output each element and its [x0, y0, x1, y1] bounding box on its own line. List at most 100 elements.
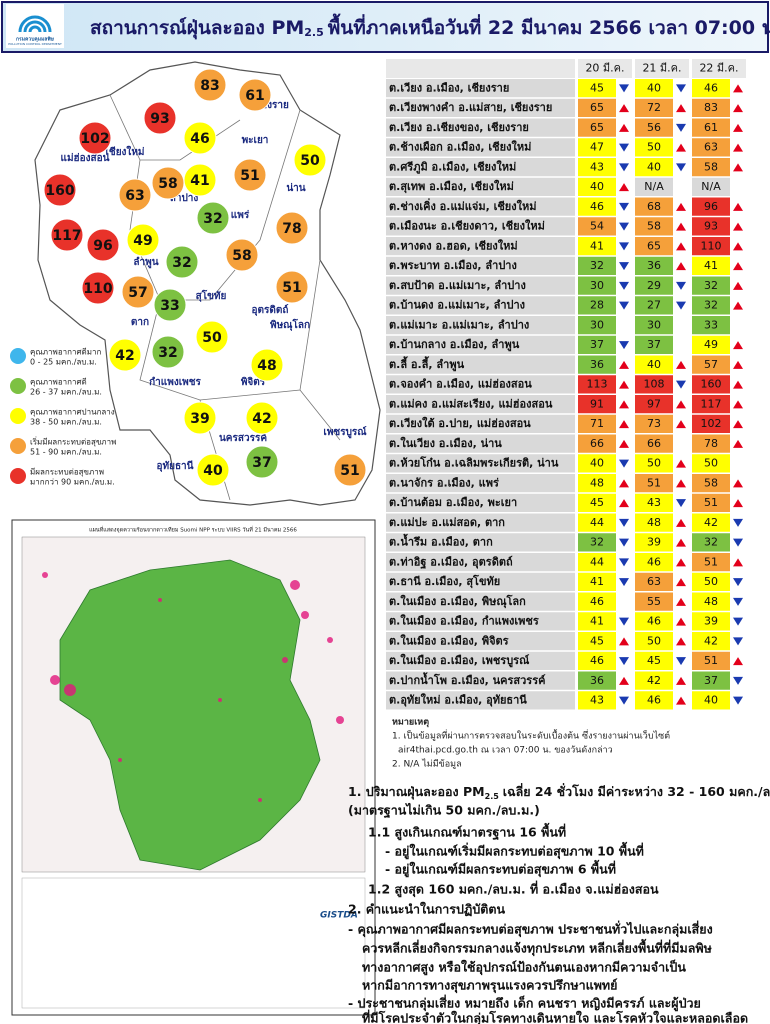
trend-up	[676, 637, 686, 646]
value-cell	[635, 118, 673, 137]
column-header-bg	[578, 59, 632, 78]
table-header-bg	[386, 59, 575, 78]
station-name: ต.ในเวียง อ.เมือง, น่าน	[389, 436, 502, 450]
trend-up	[676, 104, 686, 113]
value-cell	[635, 335, 673, 354]
trend-up	[733, 104, 743, 113]
aqi-value: 48	[257, 358, 276, 374]
value-text: 51	[704, 555, 718, 568]
summary-part: เฉลี่ย 24 ชั่วโมง มีค่าระหว่าง 32 - 160 …	[503, 783, 770, 799]
value-cell	[635, 158, 673, 177]
legend-range: มากกว่า 90 มคก./ลบ.ม.	[30, 478, 115, 487]
trend-up	[733, 657, 743, 666]
value-text: 46	[590, 654, 604, 667]
aqi-bubble	[193, 68, 227, 102]
value-cell	[692, 276, 730, 295]
province-label: แม่ฮ่องสอน	[61, 152, 110, 164]
aqi-bubble	[183, 121, 217, 155]
value-text: 40	[647, 81, 661, 94]
station-cell	[386, 671, 575, 690]
aqi-value: 42	[252, 411, 271, 427]
trend-down	[676, 123, 686, 132]
trend-up	[676, 578, 686, 587]
value-cell	[692, 513, 730, 532]
trend-up	[733, 360, 743, 369]
value-text: 42	[704, 516, 718, 529]
value-cell	[578, 296, 616, 315]
value-text: 83	[704, 101, 718, 114]
trend-up	[676, 262, 686, 271]
province-label: แพร่	[231, 209, 250, 221]
value-text: 36	[590, 358, 604, 371]
aqi-bubble	[153, 288, 187, 322]
value-cell	[635, 612, 673, 631]
trend-up	[676, 459, 686, 468]
value-cell	[578, 434, 616, 453]
trend-up	[733, 400, 743, 409]
station-cell	[386, 375, 575, 394]
value-cell	[578, 651, 616, 670]
value-cell	[635, 553, 673, 572]
aqi-bubble	[183, 163, 217, 197]
legend-swatch	[10, 378, 26, 394]
province-label: พิษณุโลก	[270, 318, 310, 331]
aqi-bubble	[183, 401, 217, 435]
aqi-bubble	[143, 101, 177, 135]
value-text: 37	[647, 338, 661, 351]
value-text: 37	[590, 338, 604, 351]
summary-part: 1. ปริมาณฝุ่นละออง PM	[348, 784, 485, 800]
value-text: 48	[590, 476, 604, 489]
value-cell	[692, 671, 730, 690]
trend-up	[733, 281, 743, 290]
aqi-value: 58	[232, 248, 251, 264]
legend-swatch	[10, 438, 26, 454]
trend-down	[619, 578, 629, 587]
value-cell	[635, 691, 673, 710]
value-text: 63	[704, 141, 718, 154]
aqi-bubble	[196, 201, 230, 235]
value-cell	[692, 592, 730, 611]
aqi-bubble	[121, 275, 155, 309]
value-text: 43	[590, 694, 604, 707]
station-name: ต.เมืองนะ อ.เชียงดาว, เชียงใหม่	[389, 219, 545, 233]
trend-up	[733, 499, 743, 508]
value-cell	[635, 296, 673, 315]
province-label: ตาก	[131, 317, 149, 328]
aqi-value: 78	[282, 221, 301, 237]
station-cell	[386, 98, 575, 117]
summary: 1. ปริมาณฝุ่นละออง PM2.5 เฉลี่ย 24 ชั่วโม…	[348, 783, 770, 1024]
trend-up	[619, 123, 629, 132]
value-cell	[635, 651, 673, 670]
aqi-bubble	[225, 238, 259, 272]
station-name: ต.ท่าอิฐ อ.เมือง, อุตรดิตถ์	[389, 555, 513, 569]
station-name: ต.ในเมือง อ.เมือง, พิษณุโลก	[389, 594, 526, 609]
trend-up	[676, 222, 686, 231]
value-text: 51	[704, 654, 718, 667]
title-prefix: สถานการณ์ฝุ่นละออง PM	[90, 17, 304, 40]
aqi-bubble	[50, 218, 84, 252]
trend-up	[676, 538, 686, 547]
station-name: ต.เวียงใต้ อ.ปาย, แม่ฮ่องสอน	[389, 416, 531, 430]
aqi-bubble	[245, 445, 279, 479]
trend-down	[733, 578, 743, 587]
notes-line: 2. N/A ไม่มีข้อมูล	[392, 759, 462, 770]
forest-area	[59, 559, 321, 871]
value-cell	[578, 513, 616, 532]
aqi-bubble	[151, 335, 185, 369]
trend-up	[733, 242, 743, 251]
trend-up	[676, 202, 686, 211]
aqi-value: 96	[93, 238, 112, 254]
aqi-value: 102	[80, 131, 109, 147]
station-name: ต.เวียง อ.เชียงของ, เชียงราย	[389, 121, 529, 134]
station-name: ต.น้ำรึม อ.เมือง, ตาก	[389, 534, 493, 549]
value-cell	[692, 375, 730, 394]
value-text: 40	[590, 180, 604, 193]
value-text: 45	[647, 654, 661, 667]
value-text: 72	[647, 101, 661, 114]
station-name: ต.สุเทพ อ.เมือง, เชียงใหม่	[389, 179, 514, 194]
value-cell	[635, 671, 673, 690]
trend-down	[619, 518, 629, 527]
summary-line: ที่มีโรคประจำตัวในกลุ่มโรคทางเดินหายใจ แ…	[362, 1010, 748, 1024]
value-cell	[635, 177, 673, 196]
